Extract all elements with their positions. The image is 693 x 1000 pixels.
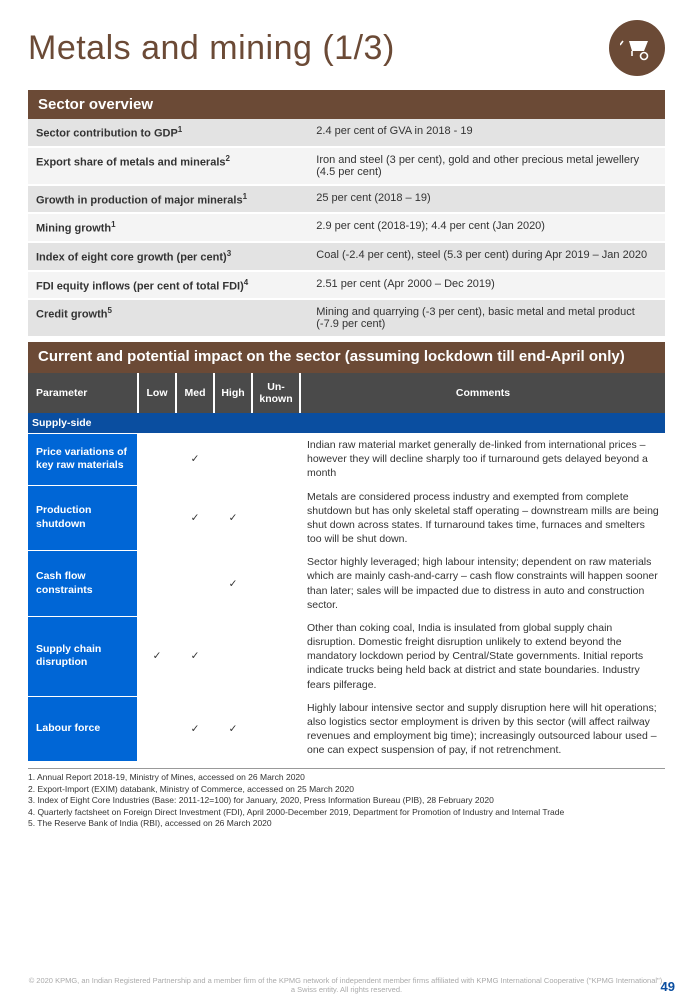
check-unknown xyxy=(252,434,300,486)
overview-row: Growth in production of major minerals12… xyxy=(28,185,665,214)
overview-row: Mining growth12.9 per cent (2018-19); 4.… xyxy=(28,213,665,242)
check-unknown xyxy=(252,551,300,617)
overview-row: Sector contribution to GDP12.4 per cent … xyxy=(28,119,665,147)
impact-row: Price variations of key raw materials ✓ In… xyxy=(28,434,665,486)
param-cell: Cash flow constraints xyxy=(28,551,138,617)
impact-row: Supply chain disruption✓✓Other than coki… xyxy=(28,616,665,696)
check-unknown xyxy=(252,616,300,696)
footnote-line: 4. Quarterly factsheet on Foreign Direct… xyxy=(28,807,665,818)
page-title: Metals and mining (1/3) xyxy=(28,29,395,68)
overview-row: FDI equity inflows (per cent of total FD… xyxy=(28,271,665,300)
overview-label: Growth in production of major minerals1 xyxy=(28,185,308,214)
check-med: ✓ xyxy=(176,696,214,762)
comment-cell: Metals are considered process industry a… xyxy=(300,485,665,551)
overview-value: 2.51 per cent (Apr 2000 – Dec 2019) xyxy=(308,271,665,300)
comment-cell: Indian raw material market generally de-… xyxy=(300,434,665,486)
check-high: ✓ xyxy=(214,485,252,551)
footnote-line: 1. Annual Report 2018-19, Ministry of Mi… xyxy=(28,772,665,783)
col-med: Med xyxy=(176,373,214,413)
comment-cell: Other than coking coal, India is insulat… xyxy=(300,616,665,696)
supply-side-label: Supply-side xyxy=(28,413,665,434)
supply-side-row: Supply-side xyxy=(28,413,665,434)
comment-cell: Sector highly leveraged; high labour int… xyxy=(300,551,665,617)
check-unknown xyxy=(252,696,300,762)
impact-row: Production shutdown ✓✓ Metals are consider… xyxy=(28,485,665,551)
impact-table: Parameter Low Med High Un-known Comments… xyxy=(28,373,665,762)
overview-value: 25 per cent (2018 – 19) xyxy=(308,185,665,214)
check-high: ✓ xyxy=(214,696,252,762)
check-unknown xyxy=(252,485,300,551)
overview-label: FDI equity inflows (per cent of total FD… xyxy=(28,271,308,300)
check-low xyxy=(138,551,176,617)
col-high: High xyxy=(214,373,252,413)
overview-label: Index of eight core growth (per cent)3 xyxy=(28,242,308,271)
param-cell: Supply chain disruption xyxy=(28,616,138,696)
check-low: ✓ xyxy=(138,616,176,696)
overview-label: Sector contribution to GDP1 xyxy=(28,119,308,147)
footnote-line: 3. Index of Eight Core Industries (Base:… xyxy=(28,795,665,806)
col-low: Low xyxy=(138,373,176,413)
overview-value: 2.9 per cent (2018-19); 4.4 per cent (Ja… xyxy=(308,213,665,242)
col-parameter: Parameter xyxy=(28,373,138,413)
overview-label: Mining growth1 xyxy=(28,213,308,242)
check-med: ✓ xyxy=(176,434,214,486)
check-med: ✓ xyxy=(176,616,214,696)
overview-label: Credit growth5 xyxy=(28,299,308,337)
sector-overview-header: Sector overview xyxy=(28,90,665,119)
comment-cell: Highly labour intensive sector and suppl… xyxy=(300,696,665,762)
copyright-text: © 2020 KPMG, an Indian Registered Partne… xyxy=(28,976,665,994)
impact-row: Labour force ✓✓ Highly labour intensive se… xyxy=(28,696,665,762)
overview-label: Export share of metals and minerals2 xyxy=(28,147,308,185)
footnote-line: 2. Export-Import (EXIM) databank, Minist… xyxy=(28,784,665,795)
overview-row: Credit growth5Mining and quarrying (-3 p… xyxy=(28,299,665,337)
footnote-line: 5. The Reserve Bank of India (RBI), acce… xyxy=(28,818,665,829)
check-high xyxy=(214,434,252,486)
check-low xyxy=(138,696,176,762)
overview-value: Coal (-2.4 per cent), steel (5.3 per cen… xyxy=(308,242,665,271)
check-high: ✓ xyxy=(214,551,252,617)
overview-value: Iron and steel (3 per cent), gold and ot… xyxy=(308,147,665,185)
footnotes: 1. Annual Report 2018-19, Ministry of Mi… xyxy=(28,768,665,829)
check-low xyxy=(138,434,176,486)
overview-value: Mining and quarrying (-3 per cent), basi… xyxy=(308,299,665,337)
check-med: ✓ xyxy=(176,485,214,551)
overview-table: Sector contribution to GDP12.4 per cent … xyxy=(28,119,665,338)
title-row: Metals and mining (1/3) xyxy=(28,20,665,76)
overview-row: Index of eight core growth (per cent)3Co… xyxy=(28,242,665,271)
check-low xyxy=(138,485,176,551)
param-cell: Labour force xyxy=(28,696,138,762)
col-unknown: Un-known xyxy=(252,373,300,413)
param-cell: Production shutdown xyxy=(28,485,138,551)
overview-value: 2.4 per cent of GVA in 2018 - 19 xyxy=(308,119,665,147)
overview-row: Export share of metals and minerals2Iron… xyxy=(28,147,665,185)
check-high xyxy=(214,616,252,696)
col-comments: Comments xyxy=(300,373,665,413)
impact-header: Current and potential impact on the sect… xyxy=(28,342,665,373)
page-number: 49 xyxy=(661,979,675,994)
wheelbarrow-icon xyxy=(609,20,665,76)
check-med xyxy=(176,551,214,617)
impact-row: Cash flow constraints ✓ Sector highly leve… xyxy=(28,551,665,617)
param-cell: Price variations of key raw materials xyxy=(28,434,138,486)
